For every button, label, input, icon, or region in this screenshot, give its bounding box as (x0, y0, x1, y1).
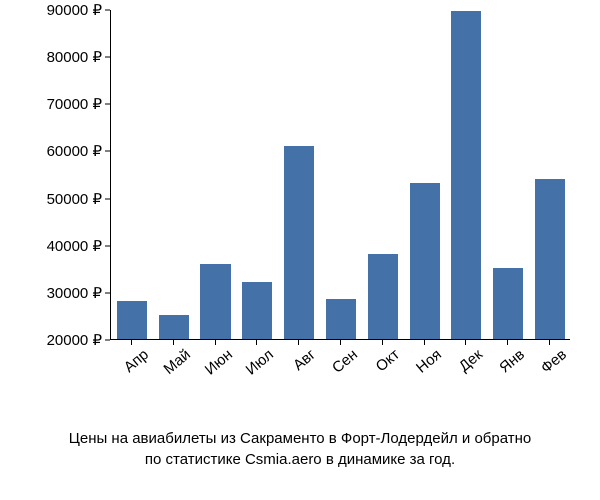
bar (368, 254, 398, 339)
x-tick-mark (256, 340, 257, 345)
plot-area (110, 10, 570, 340)
caption-line-2: по статистике Csmia.aero в динамике за г… (145, 451, 455, 468)
y-tick-label: 20000 ₽ (47, 331, 102, 349)
x-tick-label: Сен (319, 346, 361, 385)
y-tick-label: 70000 ₽ (47, 95, 102, 113)
x-tick-mark (131, 340, 132, 345)
y-tick-label: 40000 ₽ (47, 237, 102, 255)
x-tick-label: Авг (278, 346, 320, 385)
x-tick-mark (298, 340, 299, 345)
x-tick-label: Июл (236, 346, 278, 385)
bar (159, 315, 189, 339)
x-tick-label: Ноя (403, 346, 445, 385)
price-chart: 20000 ₽ 30000 ₽ 40000 ₽ 50000 ₽ 60000 ₽ 70000… (20, 10, 580, 390)
x-axis: АпрМайИюнИюлАвгСенОктНояДекЯнвФев (110, 340, 570, 390)
y-axis: 20000 ₽30000 ₽40000 ₽50000 ₽60000 ₽70000… (20, 10, 110, 340)
x-tick-label: Дек (445, 346, 487, 385)
x-tick-mark (382, 340, 383, 345)
chart-caption: Цены на авиабилеты из Сакраменто в Форт-… (0, 428, 600, 470)
y-tick-label: 50000 ₽ (47, 190, 102, 208)
bar (284, 146, 314, 339)
bar (117, 301, 147, 339)
x-tick-mark (424, 340, 425, 345)
x-tick-label: Окт (361, 346, 403, 385)
x-tick-mark (173, 340, 174, 345)
x-tick-label: Май (152, 346, 194, 385)
bar (410, 183, 440, 339)
y-tick-label: 90000 ₽ (47, 1, 102, 19)
bar (493, 268, 523, 339)
x-tick-mark (215, 340, 216, 345)
x-tick-label: Янв (487, 346, 529, 385)
x-tick-label: Апр (110, 346, 152, 385)
x-tick-mark (465, 340, 466, 345)
x-tick-label: Фев (528, 346, 570, 385)
x-tick-mark (507, 340, 508, 345)
x-tick-mark (549, 340, 550, 345)
bar (451, 11, 481, 339)
x-tick-label: Июн (194, 346, 236, 385)
caption-line-1: Цены на авиабилеты из Сакраменто в Форт-… (69, 430, 531, 447)
x-tick-mark (340, 340, 341, 345)
bar (242, 282, 272, 339)
bar (535, 179, 565, 339)
y-tick-label: 30000 ₽ (47, 284, 102, 302)
bar (200, 264, 230, 339)
bar (326, 299, 356, 339)
y-tick-label: 80000 ₽ (47, 48, 102, 66)
y-tick-label: 60000 ₽ (47, 142, 102, 160)
